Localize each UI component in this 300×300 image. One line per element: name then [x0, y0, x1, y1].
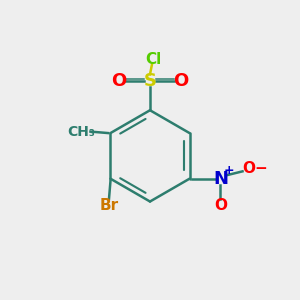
Text: Br: Br [99, 198, 119, 213]
Text: CH₃: CH₃ [67, 124, 95, 139]
Text: Cl: Cl [146, 52, 162, 67]
Text: O: O [242, 161, 255, 176]
Text: O: O [112, 72, 127, 90]
Text: O: O [173, 72, 188, 90]
Text: O: O [214, 198, 227, 213]
Text: S: S [143, 72, 157, 90]
Text: +: + [224, 164, 234, 177]
Text: −: − [254, 161, 267, 176]
Text: N: N [213, 170, 228, 188]
